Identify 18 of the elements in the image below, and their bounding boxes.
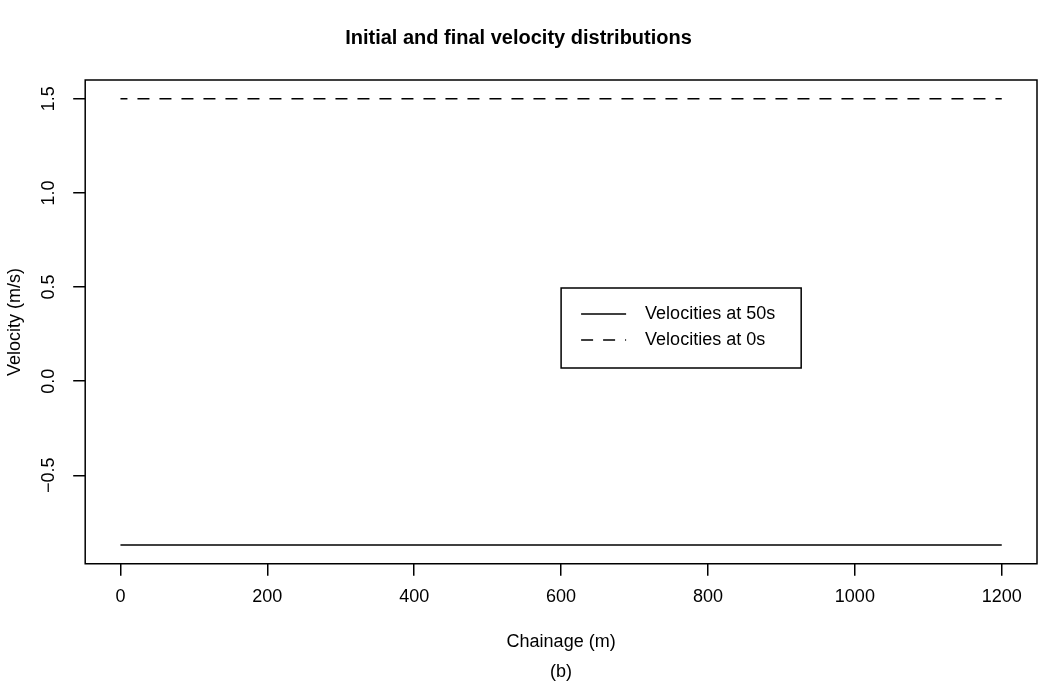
x-tick-label: 1000 xyxy=(834,585,875,606)
y-tick-label: −0.5 xyxy=(38,457,59,494)
x-tick-label: 600 xyxy=(546,585,577,606)
y-tick-label: 0.5 xyxy=(38,274,59,300)
legend-label: Velocities at 0s xyxy=(645,329,766,349)
x-tick-label: 1200 xyxy=(981,585,1022,606)
y-axis-title: Velocity (m/s) xyxy=(3,267,24,376)
y-tick-label: 1.0 xyxy=(38,180,59,206)
legend-label: Velocities at 50s xyxy=(645,303,776,323)
chart-title: Initial and final velocity distributions xyxy=(345,25,692,48)
text: (b) xyxy=(550,661,573,681)
y-tick-label: 0.0 xyxy=(38,368,59,394)
x-tick-label: 200 xyxy=(252,585,283,606)
x-tick-label: 400 xyxy=(399,585,430,606)
y-tick-label: 1.5 xyxy=(38,86,59,112)
x-axis-title: Chainage (m) xyxy=(506,631,616,652)
x-tick-label: 0 xyxy=(115,585,126,606)
x-tick-label: 800 xyxy=(692,585,724,606)
